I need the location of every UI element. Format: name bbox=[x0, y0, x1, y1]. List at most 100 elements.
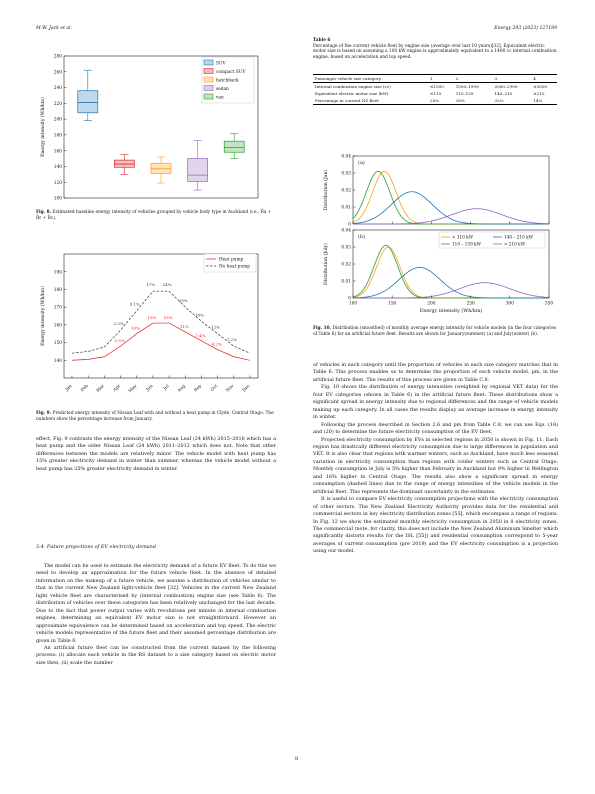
fig10-frame bbox=[352, 155, 550, 225]
fig9-data-label: 25% bbox=[179, 298, 188, 303]
left-paragraph-2: An artificial future fleet can be constr… bbox=[36, 644, 276, 666]
fig8-ytick-label: 280 bbox=[54, 55, 62, 60]
table6-cell: ≥3000 bbox=[533, 84, 548, 89]
left-paragraph-1: The model can be used to estimate the el… bbox=[36, 563, 276, 644]
fig10-curve bbox=[352, 208, 550, 225]
section-heading: 3.4. Future projections of EV electricit… bbox=[36, 544, 156, 550]
fig10-legend-label: 140 – 210 kW bbox=[504, 235, 534, 240]
table6-header-cell: 4 bbox=[533, 76, 536, 81]
table6-cell: 140–210 bbox=[494, 91, 513, 96]
fig9-data-label: 4.2% bbox=[212, 342, 222, 347]
fig9-data-label: 18% bbox=[195, 312, 204, 317]
fig10-ytick-label: 0.03 bbox=[341, 246, 351, 251]
right-paragraph-4: It is useful to compare EV electricity c… bbox=[313, 496, 558, 555]
right-text: of vehicles in each category until the p… bbox=[313, 362, 558, 556]
fig10-ytick-label: 0.03 bbox=[341, 172, 351, 177]
fig10-legend bbox=[438, 231, 546, 249]
fig9-xtick-label: Jun bbox=[145, 384, 155, 394]
table6-row: Internal combustion engine size (cc) ≤150… bbox=[313, 83, 557, 91]
fig8-legend-swatch bbox=[203, 76, 214, 83]
fig9-line-chart: 140 150 160 170 180 190 Energy intensity (Wh/k… bbox=[39, 253, 259, 395]
table6-cell: ≥210 bbox=[533, 91, 545, 96]
fig10-ylabel: Distribution (Jan) bbox=[322, 170, 329, 211]
fig9-caption: Fig. 9. Predicted energy intensity of Ni… bbox=[36, 411, 274, 422]
fig10-panel-label: (b) bbox=[358, 233, 365, 240]
fig10-xtick-label: 100 bbox=[349, 302, 357, 307]
fig8-ytick-label: 240 bbox=[54, 86, 62, 91]
fig10-ytick-label: 0 bbox=[348, 223, 351, 228]
fig10-xtick-label: 250 bbox=[466, 302, 474, 307]
fig9-legend-label: No heat pump bbox=[219, 265, 250, 270]
fig10-legend-label: > 210 kW bbox=[504, 242, 526, 247]
table6-header-cell: 3 bbox=[494, 76, 498, 81]
table6-header-cell: 2 bbox=[455, 76, 459, 81]
table6-cell: Internal combustion engine size (cc) bbox=[315, 84, 391, 89]
fig8-legend-swatch bbox=[203, 85, 214, 91]
fig9-legend bbox=[203, 253, 257, 273]
fig8-legend-swatch bbox=[203, 93, 214, 100]
table6-cell: Equivalent electric motor size (kW) bbox=[315, 91, 389, 96]
table6-cell: 14% bbox=[533, 98, 543, 103]
fig9-xtick-label: Sep bbox=[193, 384, 203, 394]
table6-caption: Table 6 Percentage of the current vehicle… bbox=[313, 38, 557, 60]
fig9-ytick-label: 150 bbox=[54, 341, 62, 346]
fig8-ylabel: Energy intensity (Wh/km) bbox=[39, 97, 46, 157]
fig10-ytick-label: 0.02 bbox=[341, 263, 351, 268]
fig9-xtick-label: Feb bbox=[80, 384, 89, 393]
fig9-data-label: 2.3% bbox=[113, 321, 123, 326]
fig9-xtick-label: Dec bbox=[242, 383, 252, 393]
fig8-ytick-label: 140 bbox=[54, 165, 62, 170]
left-text-top: effect, Fig. 9 contrasts the energy inte… bbox=[36, 436, 276, 472]
fig9-data-label: 15% bbox=[164, 315, 173, 320]
fig9-xtick-label: Jan bbox=[64, 384, 73, 393]
fig8-ytick-label: 120 bbox=[54, 181, 62, 186]
fig8-caption: Fig. 8. Estimated baseline energy intens… bbox=[36, 210, 272, 221]
fig9-xtick-label: May bbox=[128, 383, 139, 394]
fig8-ytick-label: 200 bbox=[54, 118, 62, 123]
running-header-journal: Energy 293 (2023) 127189 bbox=[494, 26, 557, 31]
fig10-ytick-label: 0.04 bbox=[341, 155, 351, 160]
fig9-data-label: 24% bbox=[163, 282, 172, 287]
table6-cell: 110–139 bbox=[455, 91, 474, 96]
fig9-xtick-label: Aug bbox=[176, 384, 187, 395]
table6-header-cell: Passenger vehicle size category bbox=[315, 76, 382, 81]
fig9-ytick-label: 160 bbox=[54, 323, 62, 328]
fig8-legend-label: van bbox=[215, 95, 224, 100]
fig8-legend-label: hatchback bbox=[216, 78, 239, 83]
fig8-legend-label: sedan bbox=[216, 87, 229, 92]
fig9-data-label: 7.4% bbox=[195, 333, 205, 338]
fig9-data-label: 10% bbox=[131, 326, 140, 331]
fig10-legend-label: 110 – 139 kW bbox=[452, 242, 482, 247]
fig8-legend bbox=[201, 56, 255, 104]
fig9-xtick-label: Mar bbox=[96, 383, 107, 394]
fig8-ytick-label: 160 bbox=[54, 149, 62, 154]
fig9-series-1 bbox=[71, 290, 251, 354]
fig10-caption: Fig. 10. Distribution (smoothed) of mont… bbox=[313, 326, 557, 337]
table6-cell: 25% bbox=[429, 98, 440, 103]
table6: Passenger vehicle size category 1 2 3 4 Inte… bbox=[313, 74, 557, 105]
fig9-ytick-label: 180 bbox=[54, 288, 62, 293]
fig9-xtick-label: Apr bbox=[112, 383, 123, 394]
fig8-box-0 bbox=[77, 90, 99, 114]
table6-cell: ≤110 bbox=[429, 91, 442, 96]
table6-row: Equivalent electric motor size (kW) ≤110 1… bbox=[313, 90, 557, 97]
fig10-legend-label: < 110 kW bbox=[452, 235, 474, 240]
fig10-xlabel: Energy intensity (Wh/km) bbox=[420, 307, 483, 314]
fig10-ytick-label: 0.04 bbox=[341, 229, 351, 234]
fig8-legend-label: SUV bbox=[216, 61, 227, 66]
fig9-data-label: 11% bbox=[180, 324, 189, 329]
table6-cell: 2000–2999 bbox=[494, 84, 518, 89]
fig9-data-label: 9.1% bbox=[130, 302, 140, 307]
fig9-ytick-label: 140 bbox=[54, 359, 62, 364]
right-paragraph-3: Projected electricity consumption by EVs… bbox=[313, 436, 558, 495]
running-header-authors: M.W. Jack et al. bbox=[36, 26, 73, 31]
table6-cell: Percentage in current NZ fleet bbox=[315, 98, 379, 103]
fig9-data-label: 17% bbox=[146, 282, 155, 287]
table6-header-cell: 1 bbox=[429, 76, 433, 81]
fig9-data-label: 5.5% bbox=[114, 338, 124, 343]
fig10-curve bbox=[352, 170, 549, 225]
fig10-curve bbox=[353, 282, 550, 299]
fig10-ytick-label: 0 bbox=[348, 297, 351, 302]
fig9-ytick-label: 170 bbox=[54, 306, 62, 311]
fig10-curve bbox=[352, 246, 549, 299]
